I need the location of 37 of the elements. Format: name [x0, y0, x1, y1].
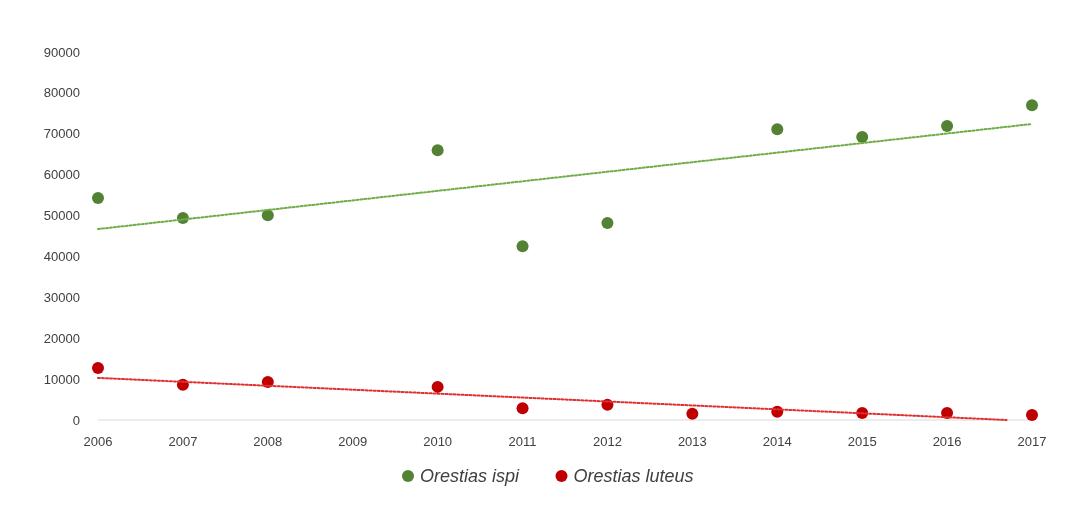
- x-tick-label: 2012: [592, 434, 622, 449]
- x-tick-label: 2011: [508, 434, 537, 449]
- y-tick-label: 40000: [43, 248, 80, 264]
- x-tick-label: 2008: [253, 434, 283, 449]
- x-tick-label: 2015: [847, 434, 877, 449]
- point: [601, 216, 614, 229]
- point: [1026, 99, 1038, 112]
- point: [92, 362, 104, 375]
- x-tick-label: 2006: [83, 434, 113, 449]
- y-tick-label: 30000: [43, 289, 80, 305]
- y-tick-label: 0: [72, 412, 80, 428]
- y-tick-label: 60000: [43, 167, 80, 183]
- x-tick-label: 2007: [168, 434, 198, 449]
- point: [431, 144, 444, 157]
- y-tick-label: 50000: [43, 208, 80, 224]
- y-tick-label: 20000: [43, 330, 80, 346]
- y-tick-label: 70000: [43, 126, 80, 142]
- x-tick-label: 2017: [1017, 434, 1047, 449]
- point: [516, 240, 529, 253]
- point: [1026, 409, 1038, 422]
- point: [516, 402, 529, 415]
- x-tick-label: 2010: [423, 434, 453, 449]
- point: [771, 123, 784, 136]
- point: [431, 380, 444, 393]
- y-tick-label: 90000: [43, 44, 80, 60]
- x-tick-label: 2013: [677, 434, 707, 449]
- y-tick-label: 10000: [43, 371, 80, 387]
- x-tick-label: 2009: [338, 434, 368, 449]
- point: [856, 131, 869, 144]
- legend-label: Orestias ispi: [420, 466, 521, 487]
- y-tick-label: 80000: [43, 85, 80, 101]
- x-tick-label: 2016: [932, 434, 962, 449]
- point: [92, 191, 104, 204]
- x-tick-label: 2014: [762, 434, 792, 449]
- legend-label: Orestias luteus: [573, 466, 694, 487]
- point: [941, 120, 954, 133]
- point: [686, 407, 699, 420]
